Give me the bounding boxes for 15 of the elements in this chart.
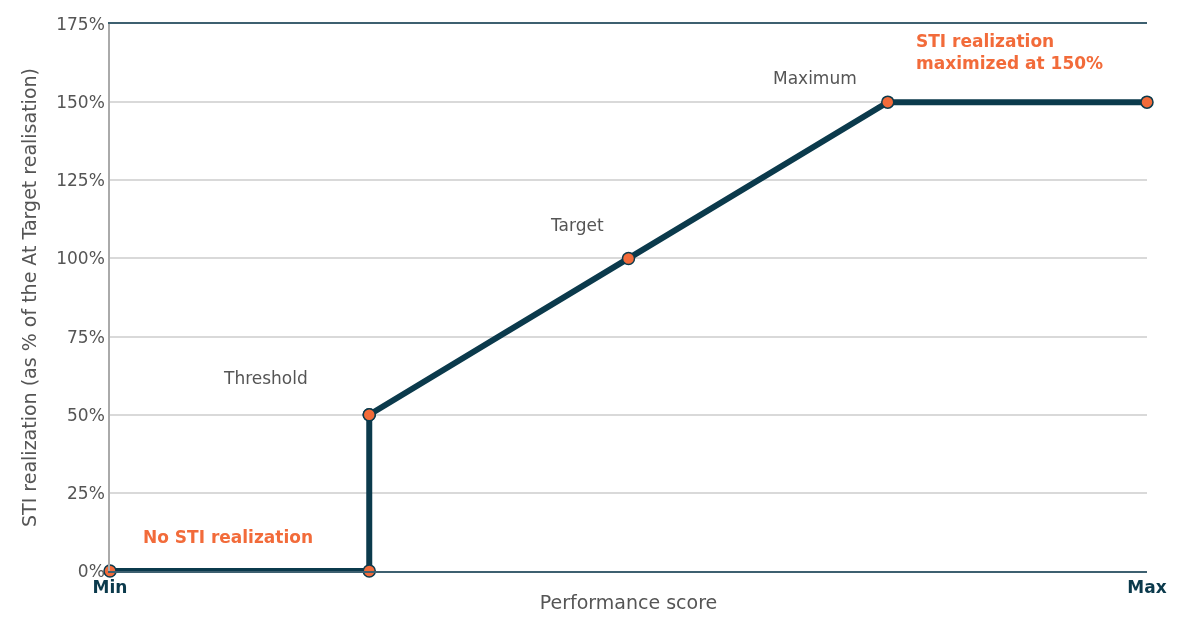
y-tick-label: 150% bbox=[56, 92, 105, 113]
y-axis-title: STI realization (as % of the At Target realisation) bbox=[17, 68, 40, 527]
y-tick-label: 25% bbox=[67, 482, 105, 503]
annotation: STI realization maximized at 150% bbox=[916, 31, 1104, 74]
x-axis-title: Performance score bbox=[539, 591, 718, 614]
annotation: Threshold bbox=[223, 368, 308, 388]
x-tick-label: Max bbox=[1127, 577, 1167, 598]
annotation: Maximum bbox=[773, 68, 857, 88]
y-tick-label: 100% bbox=[56, 248, 105, 269]
y-tick-label: 75% bbox=[67, 326, 105, 347]
y-tick-label: 125% bbox=[56, 170, 105, 191]
annotation: No STI realization bbox=[143, 527, 314, 547]
y-tick-label: 50% bbox=[67, 404, 105, 425]
annotation: Target bbox=[550, 215, 604, 235]
y-tick-label: 175% bbox=[56, 13, 105, 34]
